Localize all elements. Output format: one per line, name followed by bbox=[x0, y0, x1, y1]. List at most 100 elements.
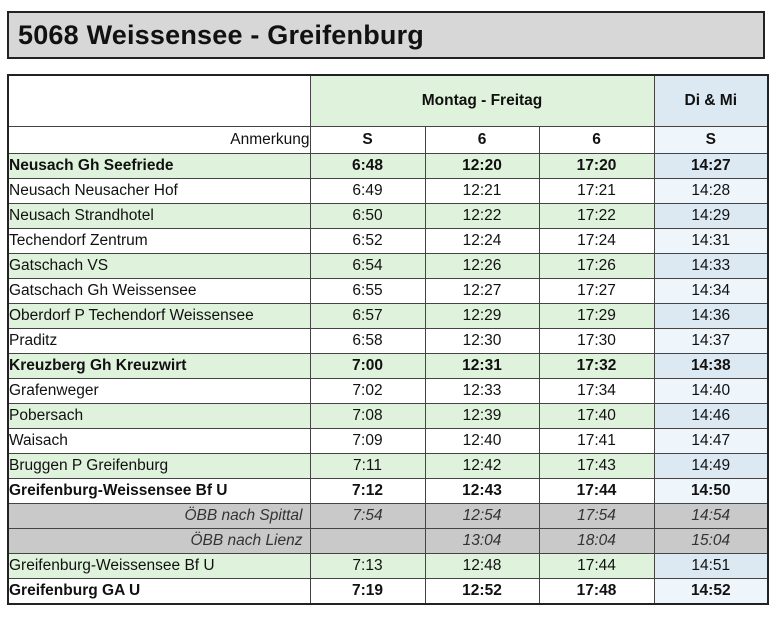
departure-time: 14:28 bbox=[653, 178, 769, 204]
departure-time: 12:24 bbox=[424, 228, 540, 254]
stop-name: Neusach Gh Seefriede bbox=[7, 153, 311, 179]
departure-time: 14:54 bbox=[653, 503, 769, 529]
table-row: Praditz 6:58 12:30 17:30 14:37 bbox=[7, 328, 769, 354]
departure-time: 14:52 bbox=[653, 578, 769, 605]
table-row: Greifenburg GA U 7:19 12:52 17:48 14:52 bbox=[7, 578, 769, 605]
departure-time: 12:42 bbox=[424, 453, 540, 479]
departure-time: 7:00 bbox=[309, 353, 426, 379]
departure-time: 13:04 bbox=[424, 528, 540, 554]
stop-name: Greifenburg GA U bbox=[7, 578, 311, 605]
departure-time: 12:21 bbox=[424, 178, 540, 204]
departure-time: 17:30 bbox=[538, 328, 655, 354]
table-row: Waisach 7:09 12:40 17:41 14:47 bbox=[7, 428, 769, 454]
remark-row: Anmerkung S 6 6 S bbox=[7, 126, 769, 154]
header-blank-cell bbox=[7, 74, 311, 127]
stop-name: Greifenburg-Weissensee Bf U bbox=[7, 553, 311, 579]
stop-name: Neusach Strandhotel bbox=[7, 203, 311, 229]
departure-time: 17:34 bbox=[538, 378, 655, 404]
departure-time: 17:41 bbox=[538, 428, 655, 454]
departure-time: 12:52 bbox=[424, 578, 540, 605]
departure-time: 14:36 bbox=[653, 303, 769, 329]
departure-time: 12:33 bbox=[424, 378, 540, 404]
departure-time: 12:27 bbox=[424, 278, 540, 304]
table-row: Greifenburg-Weissensee Bf U 7:13 12:48 1… bbox=[7, 553, 769, 579]
remark-col1: S bbox=[309, 126, 426, 154]
departure-time: 12:31 bbox=[424, 353, 540, 379]
departure-time: 12:43 bbox=[424, 478, 540, 504]
departure-time: 14:27 bbox=[653, 153, 769, 179]
remark-col4: S bbox=[653, 126, 769, 154]
departure-time: 14:46 bbox=[653, 403, 769, 429]
stop-name: Waisach bbox=[7, 428, 311, 454]
days-dimi-header: Di & Mi bbox=[653, 74, 769, 127]
departure-time: 17:22 bbox=[538, 203, 655, 229]
table-row: Kreuzberg Gh Kreuzwirt 7:00 12:31 17:32 … bbox=[7, 353, 769, 379]
stop-name: Oberdorf P Techendorf Weissensee bbox=[7, 303, 311, 329]
departure-time: 17:20 bbox=[538, 153, 655, 179]
days-weekday-header: Montag - Freitag bbox=[309, 74, 655, 127]
departure-time: 17:26 bbox=[538, 253, 655, 279]
table-row: Gatschach Gh Weissensee 6:55 12:27 17:27… bbox=[7, 278, 769, 304]
departure-time: 12:48 bbox=[424, 553, 540, 579]
stop-name: Gatschach VS bbox=[7, 253, 311, 279]
stop-name: Gatschach Gh Weissensee bbox=[7, 278, 311, 304]
departure-time: 18:04 bbox=[538, 528, 655, 554]
departure-time: 17:21 bbox=[538, 178, 655, 204]
remark-col2: 6 bbox=[424, 126, 540, 154]
departure-time: 6:58 bbox=[309, 328, 426, 354]
table-row: Oberdorf P Techendorf Weissensee 6:57 12… bbox=[7, 303, 769, 329]
departure-time: 7:02 bbox=[309, 378, 426, 404]
departure-time: 14:40 bbox=[653, 378, 769, 404]
departure-time: 17:32 bbox=[538, 353, 655, 379]
stop-name: Neusach Neusacher Hof bbox=[7, 178, 311, 204]
departure-time: 6:54 bbox=[309, 253, 426, 279]
departure-time: 7:11 bbox=[309, 453, 426, 479]
departure-time: 17:54 bbox=[538, 503, 655, 529]
departure-time: 12:29 bbox=[424, 303, 540, 329]
departure-time: 6:49 bbox=[309, 178, 426, 204]
departure-time: 12:20 bbox=[424, 153, 540, 179]
departure-time: 6:55 bbox=[309, 278, 426, 304]
departure-time: 12:40 bbox=[424, 428, 540, 454]
stop-name: Bruggen P Greifenburg bbox=[7, 453, 311, 479]
service-days-row: Montag - Freitag Di & Mi bbox=[7, 74, 769, 127]
departure-time: 12:30 bbox=[424, 328, 540, 354]
departure-time: 17:24 bbox=[538, 228, 655, 254]
departure-time: 17:29 bbox=[538, 303, 655, 329]
connection-row: ÖBB nach Spittal 7:54 12:54 17:54 14:54 bbox=[7, 503, 769, 529]
departure-time: 6:57 bbox=[309, 303, 426, 329]
remark-label: Anmerkung bbox=[7, 126, 311, 154]
departure-time: 14:38 bbox=[653, 353, 769, 379]
departure-time: 14:50 bbox=[653, 478, 769, 504]
timetable-title: 5068 Weissensee - Greifenburg bbox=[18, 19, 424, 50]
departure-time: 14:29 bbox=[653, 203, 769, 229]
table-row: Gatschach VS 6:54 12:26 17:26 14:33 bbox=[7, 253, 769, 279]
table-row: Neusach Gh Seefriede 6:48 12:20 17:20 14… bbox=[7, 153, 769, 179]
departure-time: 14:51 bbox=[653, 553, 769, 579]
departure-time: 6:50 bbox=[309, 203, 426, 229]
departure-time: 17:43 bbox=[538, 453, 655, 479]
table-row: Neusach Strandhotel 6:50 12:22 17:22 14:… bbox=[7, 203, 769, 229]
table-row: Greifenburg-Weissensee Bf U 7:12 12:43 1… bbox=[7, 478, 769, 504]
departure-time: 14:49 bbox=[653, 453, 769, 479]
table-row: Techendorf Zentrum 6:52 12:24 17:24 14:3… bbox=[7, 228, 769, 254]
departure-time: 7:54 bbox=[309, 503, 426, 529]
departure-time: 17:27 bbox=[538, 278, 655, 304]
departure-time: 7:09 bbox=[309, 428, 426, 454]
departure-time: 12:26 bbox=[424, 253, 540, 279]
timetable: Montag - Freitag Di & Mi Anmerkung S 6 6… bbox=[7, 74, 770, 605]
stop-name: Techendorf Zentrum bbox=[7, 228, 311, 254]
departure-time: 14:34 bbox=[653, 278, 769, 304]
table-row: Neusach Neusacher Hof 6:49 12:21 17:21 1… bbox=[7, 178, 769, 204]
departure-time: 14:47 bbox=[653, 428, 769, 454]
stop-name: Praditz bbox=[7, 328, 311, 354]
departure-time: 7:13 bbox=[309, 553, 426, 579]
departure-time: 7:19 bbox=[309, 578, 426, 605]
table-row: Grafenweger 7:02 12:33 17:34 14:40 bbox=[7, 378, 769, 404]
departure-time: 7:08 bbox=[309, 403, 426, 429]
departure-time: 7:12 bbox=[309, 478, 426, 504]
departure-time: 12:39 bbox=[424, 403, 540, 429]
departure-time: 14:33 bbox=[653, 253, 769, 279]
departure-time: 12:22 bbox=[424, 203, 540, 229]
stop-name: Grafenweger bbox=[7, 378, 311, 404]
